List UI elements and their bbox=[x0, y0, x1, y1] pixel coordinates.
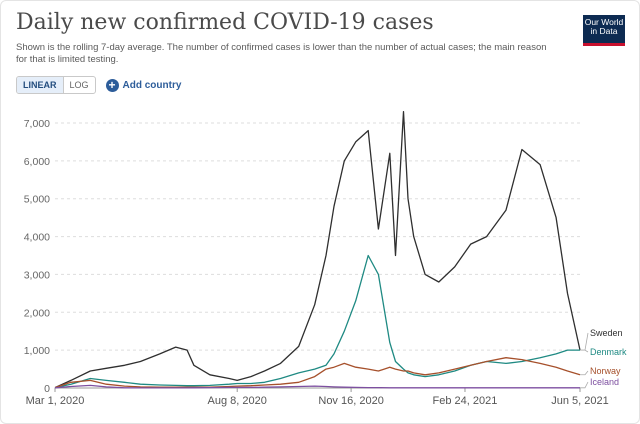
x-tick-label: Jun 5, 2021 bbox=[551, 395, 609, 407]
y-tick-label: 2,000 bbox=[24, 307, 50, 319]
linear-toggle-button[interactable]: LINEAR bbox=[17, 77, 64, 93]
x-tick-label: Aug 8, 2020 bbox=[208, 395, 267, 407]
series-label-sweden: Sweden bbox=[590, 328, 623, 338]
x-tick-label: Nov 16, 2020 bbox=[318, 395, 383, 407]
series-line-denmark bbox=[54, 254, 580, 389]
owid-logo[interactable]: Our World in Data bbox=[583, 15, 625, 45]
y-tick-label: 6,000 bbox=[24, 156, 50, 168]
series-line-iceland bbox=[54, 384, 580, 389]
chart-controls: LINEAR LOG + Add country bbox=[16, 76, 181, 94]
add-country-button[interactable]: + Add country bbox=[105, 78, 182, 92]
plus-icon: + bbox=[105, 78, 119, 92]
label-connector bbox=[580, 370, 589, 376]
gridlines bbox=[55, 122, 580, 389]
add-country-label: Add country bbox=[122, 79, 182, 91]
logo-accent-bar bbox=[583, 43, 625, 46]
chart-subtitle: Shown is the rolling 7-day average. The … bbox=[16, 42, 547, 65]
y-tick-label: 0 bbox=[44, 383, 50, 395]
scale-toggle: LINEAR LOG bbox=[16, 76, 96, 94]
y-tick-label: 5,000 bbox=[24, 194, 50, 206]
series-lines bbox=[54, 110, 581, 389]
label-connector bbox=[580, 349, 589, 353]
series-label-norway: Norway bbox=[590, 366, 621, 376]
x-tick-label: Mar 1, 2020 bbox=[26, 395, 85, 407]
y-axis-ticks: 0 1,000 2,000 3,000 4,000 5,000 6,000 7,000 bbox=[24, 118, 50, 395]
y-tick-label: 7,000 bbox=[24, 118, 50, 130]
y-tick-label: 3,000 bbox=[24, 269, 50, 281]
series-line-sweden bbox=[54, 110, 581, 389]
y-tick-label: 4,000 bbox=[24, 232, 50, 244]
x-axis-ticks: Mar 1, 2020 Aug 8, 2020 Nov 16, 2020 Feb 24… bbox=[26, 388, 609, 407]
x-tick-label: Feb 24, 2021 bbox=[433, 395, 498, 407]
series-label-denmark: Denmark bbox=[590, 347, 627, 357]
series-label-iceland: Iceland bbox=[590, 377, 619, 387]
y-tick-label: 1,000 bbox=[24, 345, 50, 357]
label-connector bbox=[580, 332, 589, 351]
log-toggle-button[interactable]: LOG bbox=[69, 80, 89, 90]
series-line-norway bbox=[54, 357, 581, 389]
label-connector bbox=[580, 381, 589, 389]
chart-title: Daily new confirmed COVID-19 cases bbox=[16, 10, 434, 35]
